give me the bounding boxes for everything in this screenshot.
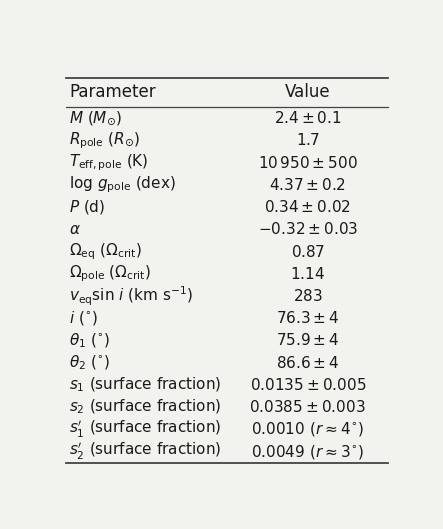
Text: $s_1'$ (surface fraction): $s_1'$ (surface fraction) [69, 419, 222, 440]
Text: $\log\,g_{\rm pole}$ (dex): $\log\,g_{\rm pole}$ (dex) [69, 175, 176, 195]
Text: $T_{\rm eff,pole}$ (K): $T_{\rm eff,pole}$ (K) [69, 152, 149, 173]
Text: $0.87$: $0.87$ [291, 243, 325, 260]
Text: $0.0010$ ($r \approx 4^{\circ}$): $0.0010$ ($r \approx 4^{\circ}$) [251, 421, 364, 439]
Text: $\Omega_{\rm pole}$ ($\Omega_{\rm crit}$): $\Omega_{\rm pole}$ ($\Omega_{\rm crit}$… [69, 263, 151, 284]
Text: $86.6 \pm 4$: $86.6 \pm 4$ [276, 354, 339, 371]
Text: $4.37 \pm 0.2$: $4.37 \pm 0.2$ [269, 177, 346, 193]
Text: $0.0135 \pm 0.005$: $0.0135 \pm 0.005$ [249, 377, 366, 393]
Text: $M$ ($M_{\odot}$): $M$ ($M_{\odot}$) [69, 109, 122, 127]
Text: $s_2'$ (surface fraction): $s_2'$ (surface fraction) [69, 441, 222, 462]
Text: Parameter: Parameter [69, 84, 156, 102]
Text: $0.0385 \pm 0.003$: $0.0385 \pm 0.003$ [249, 399, 366, 415]
Text: $283$: $283$ [293, 288, 323, 304]
Text: $75.9 \pm 4$: $75.9 \pm 4$ [276, 332, 339, 349]
Text: $\theta_1$ ($^{\circ}$): $\theta_1$ ($^{\circ}$) [69, 331, 110, 350]
Text: $s_2$ (surface fraction): $s_2$ (surface fraction) [69, 398, 222, 416]
Text: $-0.32 \pm 0.03$: $-0.32 \pm 0.03$ [258, 221, 358, 238]
Text: $\Omega_{\rm eq}$ ($\Omega_{\rm crit}$): $\Omega_{\rm eq}$ ($\Omega_{\rm crit}$) [69, 241, 142, 262]
Text: $P$ (d): $P$ (d) [69, 198, 105, 216]
Text: $i$ ($^{\circ}$): $i$ ($^{\circ}$) [69, 309, 98, 327]
Text: $R_{\rm pole}$ ($R_{\odot}$): $R_{\rm pole}$ ($R_{\odot}$) [69, 130, 140, 151]
Text: $v_{\rm eq}\sin\,i$ (km s$^{-1}$): $v_{\rm eq}\sin\,i$ (km s$^{-1}$) [69, 284, 193, 308]
Text: Value: Value [285, 84, 330, 102]
Text: $\theta_2$ ($^{\circ}$): $\theta_2$ ($^{\circ}$) [69, 353, 110, 372]
Text: $\alpha$: $\alpha$ [69, 222, 81, 237]
Text: $1.14$: $1.14$ [290, 266, 325, 282]
Text: $2.4 \pm 0.1$: $2.4 \pm 0.1$ [274, 110, 342, 126]
Text: $0.0049$ ($r \approx 3^{\circ}$): $0.0049$ ($r \approx 3^{\circ}$) [251, 443, 364, 461]
Text: $0.34 \pm 0.02$: $0.34 \pm 0.02$ [264, 199, 351, 215]
Text: $1.7$: $1.7$ [296, 132, 319, 149]
Text: $s_1$ (surface fraction): $s_1$ (surface fraction) [69, 376, 222, 394]
Text: $76.3 \pm 4$: $76.3 \pm 4$ [276, 310, 339, 326]
Text: $10\,950 \pm 500$: $10\,950 \pm 500$ [258, 154, 358, 171]
